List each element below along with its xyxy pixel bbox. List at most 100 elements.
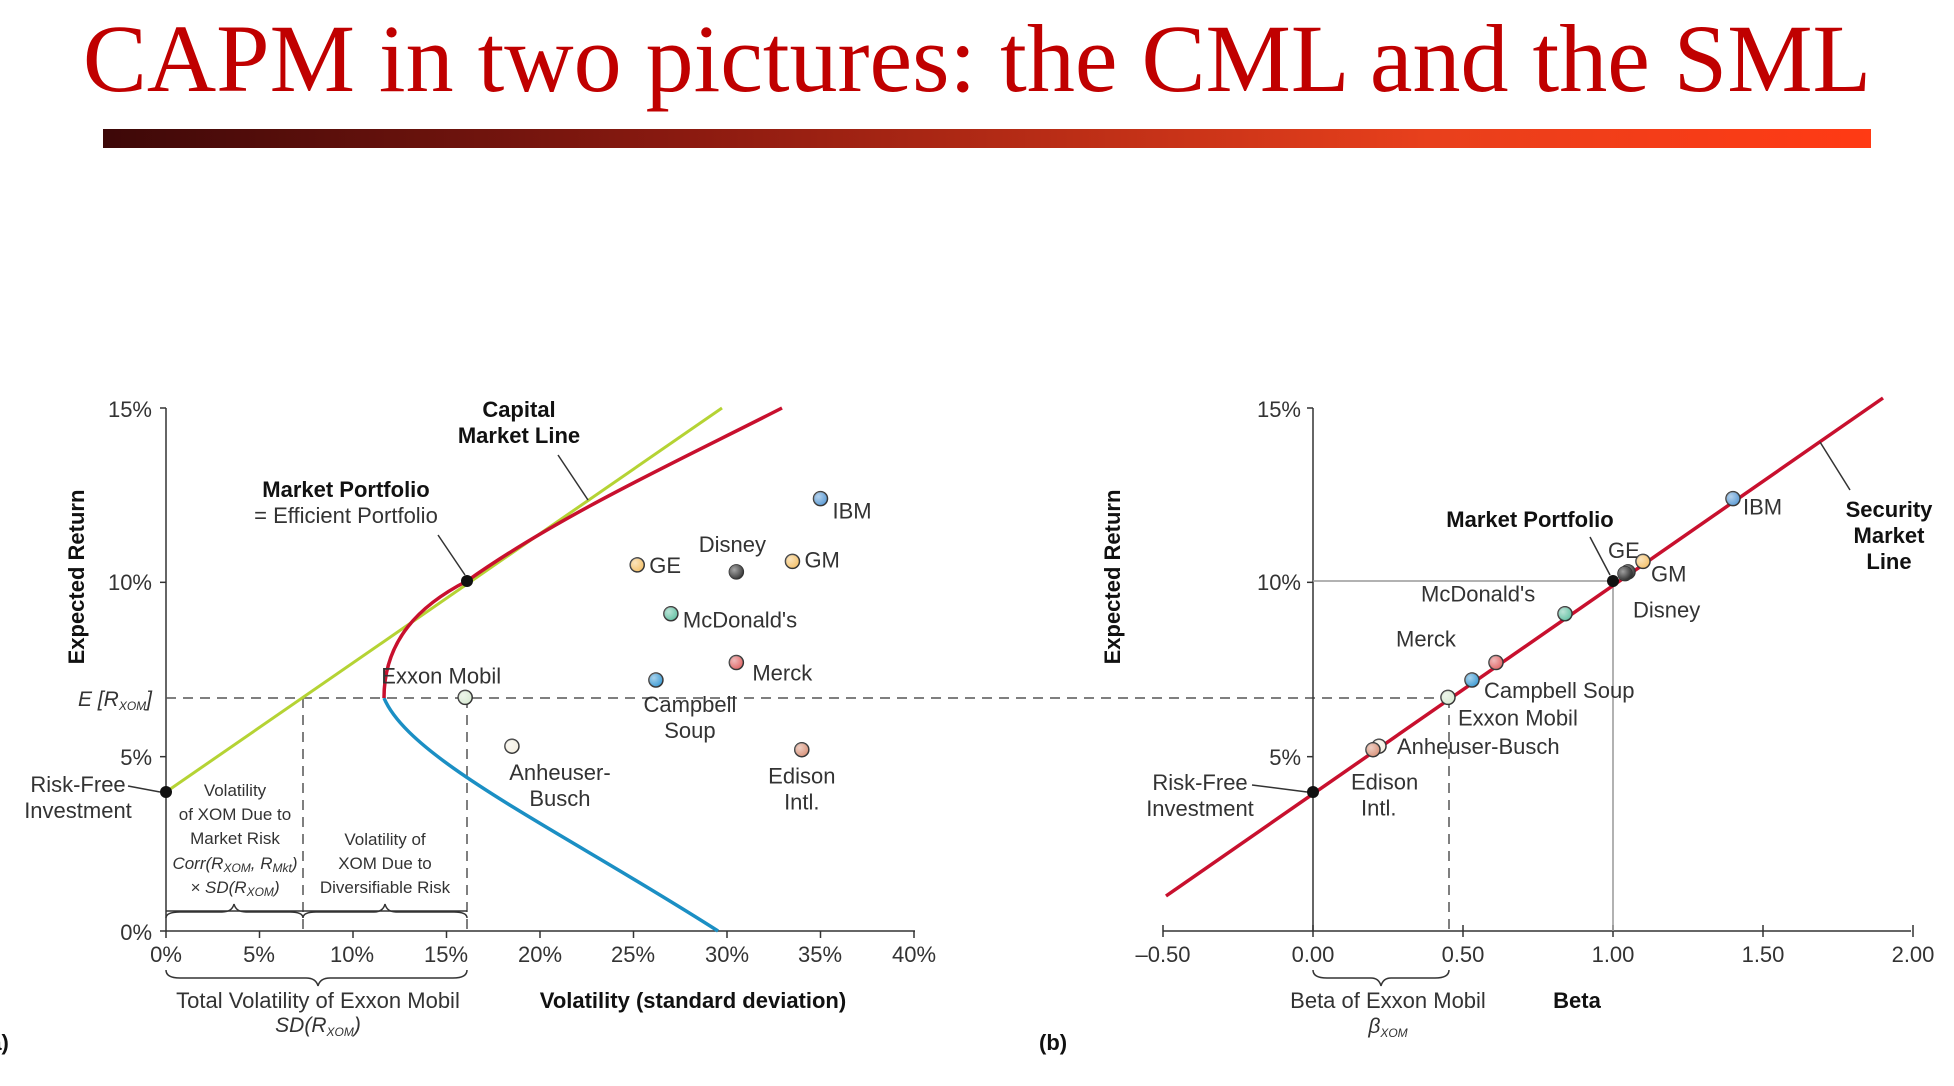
panel-a-xtick-5: 5% <box>243 942 275 967</box>
panel-a-ytick-15: 15% <box>108 397 152 422</box>
panel-b-tag: (b) <box>1039 1030 1067 1055</box>
panel-a-point-shine-anheuser-busch <box>504 739 519 754</box>
panel-a-point-label-edison-intl-1: Intl. <box>784 790 819 815</box>
panel-a-point-shine-campbell-soup <box>648 672 663 687</box>
panel-b-point-shine-merck <box>1489 655 1503 670</box>
sml-label-line2: Market <box>1854 523 1926 548</box>
panel-a-point-label-campbell-soup-0: Campbell <box>643 692 736 717</box>
panel-b-point-shine-gm <box>1636 554 1650 569</box>
panel-a-xtick-15: 15% <box>424 942 468 967</box>
panel-b-xtick-100: 1.00 <box>1592 942 1635 967</box>
market-risk-box-sd: × SD(RXOM) <box>190 878 279 899</box>
panel-b-xtick-150: 1.50 <box>1742 942 1785 967</box>
panel-a-risk-free-label-line1: Risk-Free <box>30 772 125 797</box>
panel-b-ytick-15: 15% <box>1257 397 1301 422</box>
panel-a-xtick-25: 25% <box>611 942 655 967</box>
panel-a-market-portfolio-point <box>461 575 473 587</box>
panel-b-point-shine-mcdonald-s <box>1558 606 1572 621</box>
beta-xom-formula: βXOM <box>1367 1015 1407 1040</box>
panel-a-ytick-0: 0% <box>120 920 152 945</box>
panel-b-x-axis-label: Beta <box>1553 988 1601 1013</box>
panel-b: 5% 10% 15% –0.50 0.00 0.50 1.00 1.50 2.0… <box>1039 396 1935 1055</box>
panel-b-point-label-exxon-mobil: Exxon Mobil <box>1458 705 1578 730</box>
panel-a-point-label-exxon-mobil: Exxon Mobil <box>381 663 501 688</box>
title-underline-bar <box>103 129 1871 148</box>
total-vol-brace <box>165 969 468 987</box>
panel-a-cml-pointer <box>557 454 589 501</box>
panel-a-risk-free-point <box>160 786 172 798</box>
total-vol-label: Total Volatility of Exxon Mobil <box>176 988 460 1013</box>
panel-a-point-shine-edison-intl <box>794 742 809 757</box>
diversifiable-risk-brace <box>302 903 468 919</box>
panel-b-point-label-edison-intl-1: Intl. <box>1361 796 1396 821</box>
panel-b-point-label-campbell-soup: Campbell Soup <box>1484 678 1634 703</box>
sml-label-line1: Security <box>1846 497 1934 522</box>
panel-a-point-shine-exxon-mobil <box>458 690 473 705</box>
panel-b-market-portfolio-point <box>1607 575 1619 587</box>
panel-a-y-axis-label: Expected Return <box>64 490 89 665</box>
panel-a-xtick-10: 10% <box>330 942 374 967</box>
diversifiable-box-line3: Diversifiable Risk <box>320 878 451 897</box>
panel-a-points: IBM GE Disney GM McDonald's Merck Exxon Mobil C… <box>381 490 872 815</box>
panel-a-market-pointer <box>437 534 466 576</box>
sml-pointer <box>1819 441 1851 491</box>
sml-label-line3: Line <box>1866 549 1911 574</box>
panel-a-tag: (a) <box>0 1030 9 1055</box>
panel-b-ytick-5: 5% <box>1269 745 1301 770</box>
panel-a-point-label-campbell-soup-1: Soup <box>664 718 715 743</box>
panel-a-point-shine-ge <box>630 557 645 572</box>
total-vol-formula: SD(RXOM) <box>275 1014 361 1039</box>
market-risk-box-line1: Volatility <box>204 781 267 800</box>
panel-b-risk-free-label-line2: Investment <box>1146 796 1254 821</box>
panel-a-point-shine-merck <box>729 655 744 670</box>
beta-xom-label: Beta of Exxon Mobil <box>1290 988 1486 1013</box>
panel-a-point-label-anheuser-busch-0: Anheuser- <box>509 760 611 785</box>
panel-a-cml-label-line2: Market Line <box>458 423 580 448</box>
market-risk-box-line3: Market Risk <box>190 829 280 848</box>
beta-xom-brace <box>1312 969 1450 987</box>
panel-a-xtick-0: 0% <box>150 942 182 967</box>
panel-a-xtick-20: 20% <box>518 942 562 967</box>
panel-b-point-label-ibm: IBM <box>1743 495 1782 520</box>
panel-b-point-shine-edison-intl <box>1366 742 1380 757</box>
panel-a-xtick-40: 40% <box>892 942 936 967</box>
diversifiable-box-line1: Volatility of <box>344 830 426 849</box>
panel-a-cml-label-line1: Capital <box>482 397 555 422</box>
panel-b-market-portfolio-label: Market Portfolio <box>1446 507 1613 532</box>
panel-a-ytick-10: 10% <box>108 570 152 595</box>
security-market-line <box>1165 396 1884 898</box>
tangent-line <box>165 406 723 794</box>
panel-b-point-label-ge: GE <box>1608 538 1640 563</box>
slide-title: CAPM in two pictures: the CML and the SM… <box>82 5 1872 112</box>
panel-a-xtick-35: 35% <box>798 942 842 967</box>
panel-b-point-label-merck: Merck <box>1396 627 1457 652</box>
panel-b-market-pointer <box>1589 536 1611 576</box>
panel-a: 0% 5% 10% 15% 0% 5% 10% 15% 20% 25% 30% … <box>0 397 1449 1055</box>
panel-a-risk-free-label-line2: Investment <box>24 798 132 823</box>
e-r-xom-label: E [RXOM] <box>78 688 153 713</box>
panel-b-xtick-200: 2.00 <box>1892 942 1935 967</box>
panel-b-xtick-neg050: –0.50 <box>1135 942 1190 967</box>
panel-b-point-shine-disney <box>1618 566 1632 581</box>
panel-b-risk-free-label-line1: Risk-Free <box>1152 770 1247 795</box>
panel-b-point-shine-campbell-soup <box>1465 672 1479 687</box>
panel-b-points: IBM GE GM Disney McDonald's Merck Campbell Sou… <box>1351 490 1782 821</box>
diversifiable-box-line2: XOM Due to <box>338 854 432 873</box>
panel-b-risk-free-point <box>1307 786 1319 798</box>
market-risk-box-line2: of XOM Due to <box>179 805 291 824</box>
panel-b-point-label-gm: GM <box>1651 561 1686 586</box>
panel-b-ytick-10: 10% <box>1257 570 1301 595</box>
panel-a-ytick-5: 5% <box>120 745 152 770</box>
panel-a-point-label-disney: Disney <box>699 532 766 557</box>
frontier-upper-curve <box>382 406 783 699</box>
panel-a-point-label-gm: GM <box>804 547 839 572</box>
panel-a-xtick-30: 30% <box>705 942 749 967</box>
panel-b-point-shine-exxon-mobil <box>1441 690 1455 705</box>
panel-a-risk-free-pointer <box>127 785 161 793</box>
panel-b-point-label-disney: Disney <box>1633 598 1700 623</box>
panel-b-point-label-edison-intl-0: Edison <box>1351 770 1418 795</box>
panel-b-y-axis-label: Expected Return <box>1100 490 1125 665</box>
panel-a-point-label-merck: Merck <box>752 661 813 686</box>
panel-a-point-label-ge: GE <box>649 553 681 578</box>
